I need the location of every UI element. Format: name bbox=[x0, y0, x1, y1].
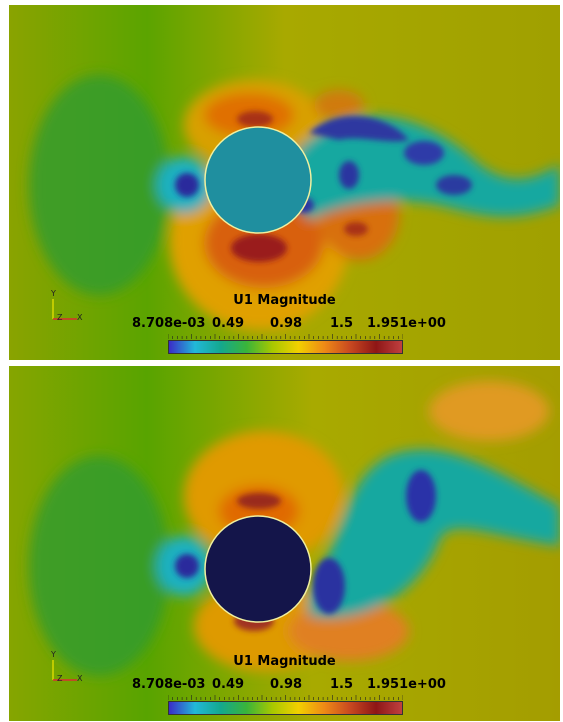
colorbar-tick-4: 1.5 bbox=[330, 316, 354, 331]
colorbar-tick-3: 0.98 bbox=[270, 316, 303, 331]
velocity-field-top bbox=[9, 5, 560, 360]
axes-orientation-icon: Y Z X bbox=[47, 650, 87, 688]
colorbar-tick-4: 1.5 bbox=[330, 677, 354, 692]
flow-field-panel-bottom: Y Z X U1 Magnitude 8.708e-03 0.49 0.98 1… bbox=[9, 366, 560, 721]
axis-y-label: Y bbox=[51, 650, 56, 659]
axis-x-label: X bbox=[77, 313, 83, 322]
colorbar-tick-max: 1.951e+00 bbox=[367, 316, 446, 331]
axis-x-label: X bbox=[77, 674, 83, 683]
axis-z-label: Z bbox=[57, 674, 63, 683]
colorbar-tick-min: 8.708e-03 bbox=[132, 316, 206, 331]
colorbar-ticks bbox=[168, 334, 403, 339]
colorbar bbox=[168, 340, 403, 354]
colorbar-tick-min: 8.708e-03 bbox=[132, 677, 206, 692]
cylinder-top bbox=[204, 126, 312, 234]
cylinder-bottom bbox=[204, 515, 312, 623]
colorbar-title: U1 Magnitude bbox=[233, 654, 336, 669]
colorbar bbox=[168, 701, 403, 715]
flow-field-panel-top: Y Z X U1 Magnitude 8.708e-03 0.49 0.98 1… bbox=[9, 5, 560, 360]
axes-orientation-icon: Y Z X bbox=[47, 289, 87, 327]
colorbar-tick-2: 0.49 bbox=[212, 316, 245, 331]
colorbar-title: U1 Magnitude bbox=[233, 293, 336, 308]
colorbar-ticks bbox=[168, 695, 403, 700]
velocity-field-bottom bbox=[9, 366, 560, 721]
axis-z-label: Z bbox=[57, 313, 63, 322]
axis-y-label: Y bbox=[51, 289, 56, 298]
colorbar-tick-max: 1.951e+00 bbox=[367, 677, 446, 692]
colorbar-tick-3: 0.98 bbox=[270, 677, 303, 692]
colorbar-tick-2: 0.49 bbox=[212, 677, 245, 692]
